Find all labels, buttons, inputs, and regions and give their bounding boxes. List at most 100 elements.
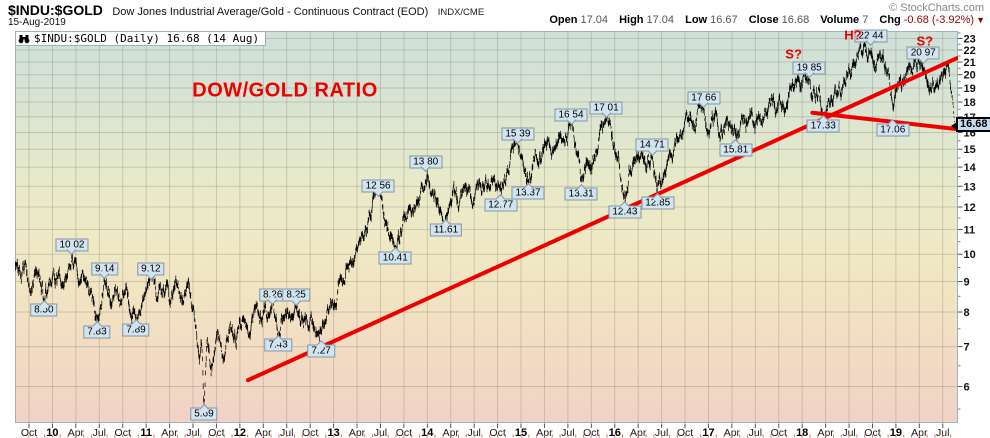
x-axis-label: Apr <box>443 427 460 438</box>
x-axis-label: Apr <box>911 427 928 438</box>
price-callout: 7.27 <box>307 340 335 358</box>
plot-area <box>15 31 958 423</box>
high-value: 17.04 <box>646 14 675 26</box>
y-axis-label: 10 <box>964 249 976 261</box>
x-axis-label: Apr <box>536 427 553 438</box>
x-axis-label: Jul <box>842 427 855 438</box>
x-axis-label: Apr <box>724 427 741 438</box>
price-callout: 11.61 <box>429 219 463 237</box>
x-axis-label: Jul <box>655 427 668 438</box>
x-axis-label: Jul <box>374 427 387 438</box>
price-callout: 9.14 <box>91 262 119 279</box>
quote-row: Open 17.04 High 17.04 Low 16.67 Close 16.68 … <box>541 14 985 26</box>
x-axis-label: 12 <box>234 427 246 438</box>
x-axis-label: Oct <box>21 427 37 438</box>
x-axis-label: Oct <box>396 427 412 438</box>
price-callout: 13.31 <box>564 183 598 201</box>
price-callout: 17.01 <box>589 101 623 119</box>
chart-date: 15-Aug-2019 <box>8 17 66 28</box>
x-axis-label: Jul <box>561 427 574 438</box>
y-axis-label: 19 <box>964 83 976 95</box>
x-axis-label: Oct <box>864 427 880 438</box>
y-axis-label: 14 <box>964 162 977 174</box>
head-shoulders-annotation: H? <box>844 27 862 43</box>
x-axis-label: Oct <box>115 427 131 438</box>
price-callout: 16.54 <box>554 108 588 126</box>
price-callout: 13.37 <box>511 182 545 200</box>
low-label: Low <box>685 14 708 26</box>
x-axis-label: 11 <box>140 427 152 438</box>
symbol-description: Dow Jones Industrial Average/Gold - Cont… <box>112 6 429 18</box>
price-callout: 17.33 <box>806 115 840 133</box>
stockcharts-copyright: © StockCharts.com <box>889 2 984 14</box>
x-axis-label: Jul <box>749 427 762 438</box>
legend-text: $INDU:$GOLD (Daily) 16.68 (14 Aug) <box>34 32 260 45</box>
x-axis-label: Oct <box>771 427 787 438</box>
series-legend: $INDU:$GOLD (Daily) 16.68 (14 Aug) <box>16 32 267 46</box>
price-callout: 10.41 <box>378 247 412 265</box>
price-callout: 12.56 <box>361 179 395 197</box>
head-shoulders-annotation: S? <box>785 46 802 62</box>
price-callout: 15.39 <box>501 127 535 144</box>
x-axis-label: Apr <box>255 427 272 438</box>
price-callout: 9.12 <box>137 262 165 280</box>
price-callout: 13.80 <box>409 155 443 173</box>
x-axis-label: 13 <box>327 427 339 438</box>
price-callout: 17.66 <box>687 91 721 109</box>
x-axis-label: Oct <box>302 427 318 438</box>
y-axis-label: 8 <box>964 307 970 319</box>
price-callout: 19.85 <box>792 61 826 79</box>
price-callout: 5.69 <box>190 403 218 421</box>
y-axis-label: 20 <box>964 70 976 82</box>
x-axis-label: Apr <box>349 427 366 438</box>
price-callout: 22.44 <box>854 29 888 47</box>
price-callout: 10.02 <box>55 238 89 256</box>
price-callout: 12.43 <box>608 201 642 219</box>
symbol-title: $INDU:$GOLD <box>8 2 103 18</box>
y-axis-label: 13 <box>964 181 976 193</box>
x-axis-label: Jul <box>93 427 106 438</box>
x-axis-label: Oct <box>583 427 599 438</box>
price-tag-value: 16.68 <box>960 118 988 130</box>
price-callout: 12.77 <box>484 194 518 212</box>
price-callout: 12.85 <box>641 192 675 210</box>
x-axis: Oct 10 Apr Jul Oct 11 Apr Jul Oct 12 Apr Jul Oct 13 Ap… <box>21 423 952 438</box>
head-shoulders-annotation: S? <box>916 33 934 49</box>
x-axis-label: Oct <box>677 427 693 438</box>
title-row: $INDU:$GOLD Dow Jones Industrial Average… <box>8 2 484 20</box>
price-callout: 17.06 <box>876 119 910 137</box>
y-axis-label: 22 <box>964 45 976 57</box>
x-axis-label: Oct <box>489 427 505 438</box>
y-axis-label: 18 <box>964 97 976 109</box>
price-callout: 15.81 <box>719 139 753 157</box>
price-callout: 14.71 <box>635 138 669 156</box>
y-axis-label: 9 <box>964 277 970 289</box>
x-axis-label: Oct <box>208 427 224 438</box>
y-axis-label: 15 <box>964 144 976 156</box>
chg-down-arrow-icon: ▼ <box>976 15 985 25</box>
y-axis-label: 6 <box>964 382 970 394</box>
trendline <box>810 110 958 132</box>
open-label: Open <box>549 14 578 26</box>
close-label: Close <box>748 14 779 26</box>
x-axis-label: 15 <box>515 427 527 438</box>
x-axis-label: Apr <box>630 427 647 438</box>
price-callout: 8.25 <box>282 288 310 306</box>
y-axis-label: 7 <box>964 342 970 354</box>
x-axis-label: 19 <box>890 427 902 438</box>
close-value: 16.68 <box>781 14 810 26</box>
open-value: 17.04 <box>580 14 608 26</box>
x-axis-label: 17 <box>702 427 714 438</box>
x-axis-label: Jul <box>186 427 199 438</box>
y-axis: 23222120191817161514131211109876 <box>958 32 977 410</box>
y-axis-label: 11 <box>964 225 976 237</box>
x-axis-label: Apr <box>161 427 178 438</box>
x-axis-label: Jul <box>280 427 293 438</box>
x-axis-label: 18 <box>796 427 808 438</box>
price-callout: 8.50 <box>30 299 58 317</box>
x-axis-label: 10 <box>46 427 58 438</box>
x-axis-label: Apr <box>817 427 834 438</box>
price-callout: 7.89 <box>122 319 150 337</box>
x-axis-label: 14 <box>421 427 434 438</box>
